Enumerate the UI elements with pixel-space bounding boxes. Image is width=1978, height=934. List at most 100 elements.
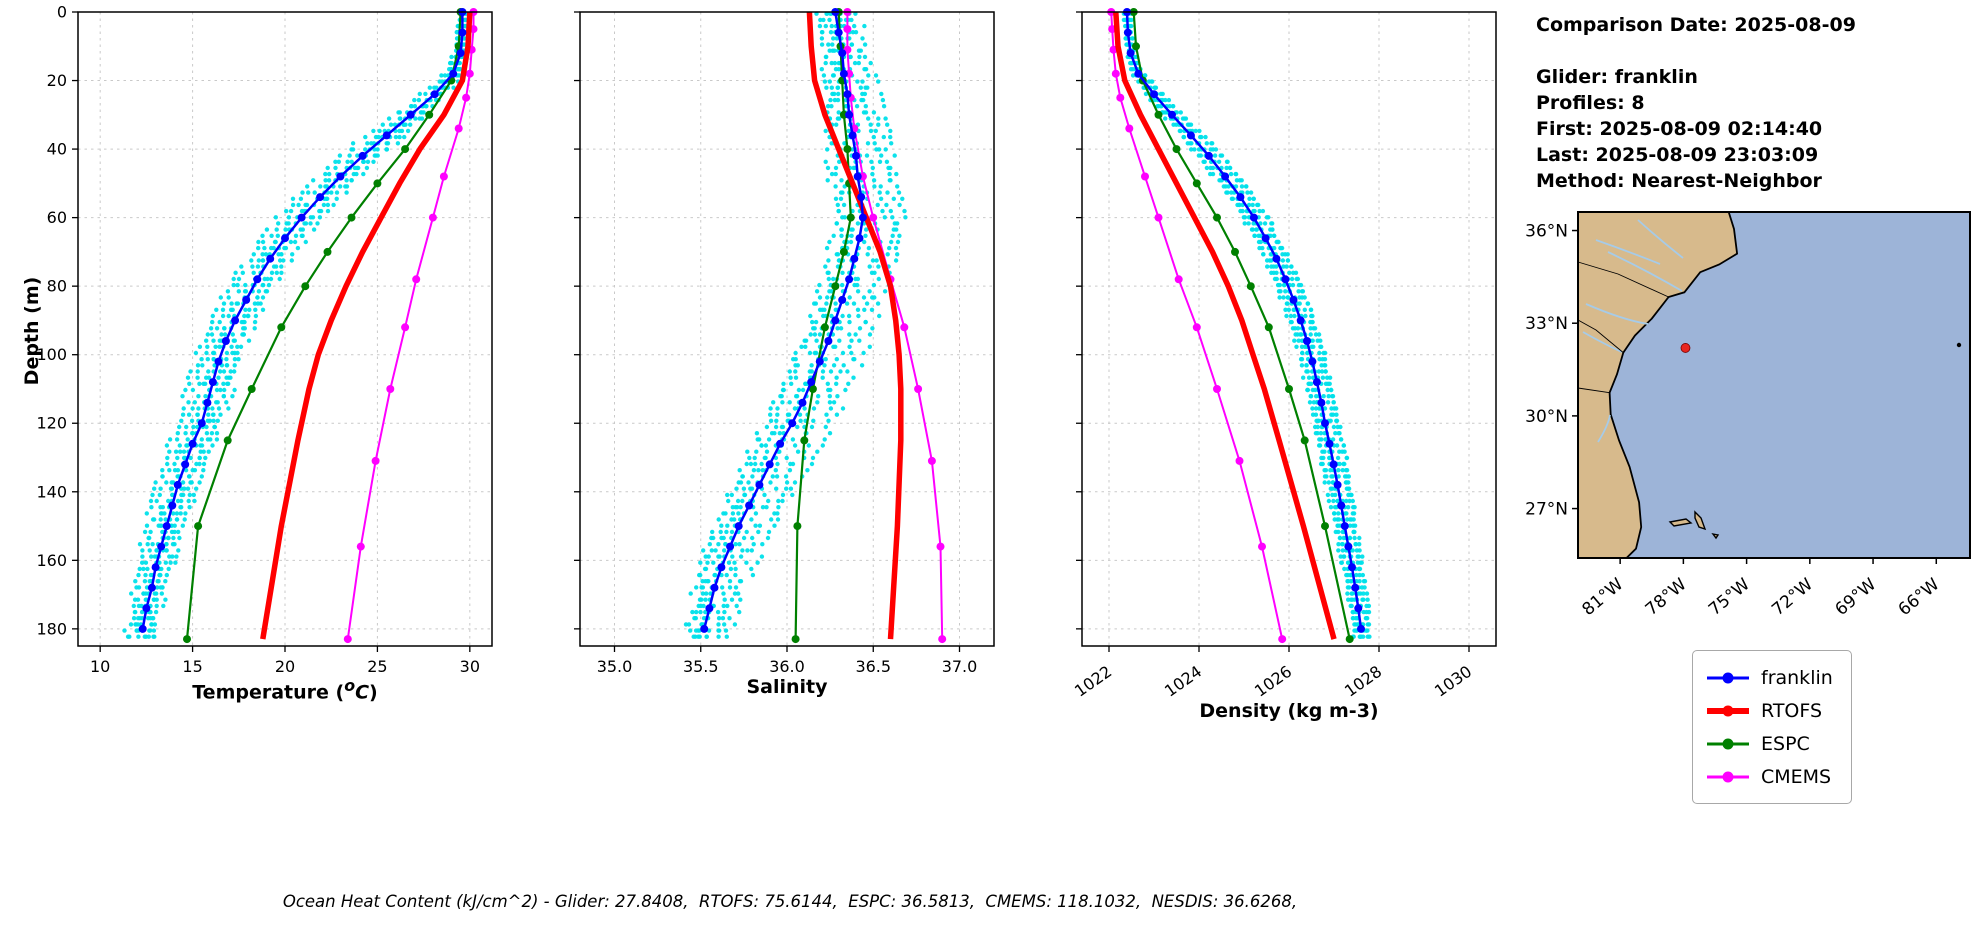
method-text: Method: Nearest-Neighbor bbox=[1536, 170, 1822, 192]
legend-item-ESPC: ESPC bbox=[1707, 727, 1833, 760]
glider-location-marker bbox=[1680, 343, 1691, 353]
svg-text:36.0: 36.0 bbox=[769, 657, 805, 676]
series-line-RTOFS bbox=[1113, 11, 1337, 640]
bahamas-islands bbox=[1668, 510, 1720, 540]
axes-frame bbox=[77, 11, 493, 647]
svg-text:60: 60 bbox=[47, 208, 67, 227]
map-lon-label: 66°W bbox=[1895, 574, 1944, 620]
map-frame bbox=[1577, 211, 1971, 559]
svg-text:35.0: 35.0 bbox=[597, 657, 633, 676]
series-markers-ESPC bbox=[1129, 8, 1354, 644]
legend-label: RTOFS bbox=[1761, 699, 1823, 722]
series-line-ESPC bbox=[1132, 11, 1351, 640]
legend-swatch-RTOFS bbox=[1707, 702, 1749, 720]
density-profile-panel: 1022 1024 1026 1028 1030 bbox=[1071, 8, 1497, 701]
grid bbox=[1082, 11, 1496, 646]
svg-text:180: 180 bbox=[36, 619, 67, 638]
axes-frame bbox=[1081, 11, 1497, 647]
map-lat-label: 33°N bbox=[1525, 314, 1568, 334]
map-land bbox=[1578, 212, 1738, 558]
svg-text:37.0: 37.0 bbox=[942, 657, 978, 676]
map-lon-label: 72°W bbox=[1768, 574, 1817, 620]
legend: franklin RTOFS ESPC CMEMS bbox=[1692, 650, 1852, 804]
bermuda-island bbox=[1956, 342, 1962, 348]
glider-name-text: Glider: franklin bbox=[1536, 66, 1698, 88]
svg-text:36.5: 36.5 bbox=[855, 657, 891, 676]
svg-text:1024: 1024 bbox=[1161, 662, 1205, 701]
map-lat-label: 36°N bbox=[1525, 222, 1568, 242]
legend-swatch-CMEMS bbox=[1707, 768, 1749, 786]
svg-text:100: 100 bbox=[36, 345, 67, 364]
ocean-heat-content-text: Ocean Heat Content (kJ/cm^2) - Glider: 2… bbox=[282, 892, 1298, 911]
svg-text:40: 40 bbox=[47, 140, 67, 159]
map-lat-label: 30°N bbox=[1525, 407, 1568, 427]
last-profile-time-text: Last: 2025-08-09 23:03:09 bbox=[1536, 144, 1819, 166]
legend-swatch-franklin bbox=[1707, 669, 1749, 687]
raw-glider-scatter bbox=[1121, 11, 1372, 639]
svg-text:0: 0 bbox=[57, 3, 67, 22]
svg-text:20: 20 bbox=[275, 657, 295, 676]
svg-text:1030: 1030 bbox=[1431, 662, 1475, 701]
svg-text:80: 80 bbox=[47, 277, 67, 296]
series-line-CMEMS bbox=[1110, 11, 1284, 640]
map-lon-label: 81°W bbox=[1579, 574, 1628, 620]
legend-label: franklin bbox=[1761, 666, 1833, 689]
legend-label: CMEMS bbox=[1761, 765, 1832, 788]
svg-text:20: 20 bbox=[47, 71, 67, 90]
coastline bbox=[1608, 211, 1739, 559]
svg-text:35.5: 35.5 bbox=[683, 657, 719, 676]
map-lon-label: 75°W bbox=[1705, 574, 1754, 620]
svg-text:30: 30 bbox=[460, 657, 480, 676]
info-block: Comparison Date: 2025-08-09 Glider: fran… bbox=[1536, 12, 1856, 194]
depth-tick-labels bbox=[1076, 11, 1082, 630]
map-lat-label: 27°N bbox=[1525, 500, 1568, 520]
x-tick-labels: 35.0 35.5 36.0 36.5 37.0 bbox=[597, 646, 978, 676]
legend-item-CMEMS: CMEMS bbox=[1707, 760, 1833, 793]
series-line-CMEMS bbox=[846, 12, 944, 640]
svg-text:160: 160 bbox=[36, 551, 67, 570]
series-line-ESPC bbox=[185, 11, 462, 640]
x-tick-labels: 10 15 20 25 30 bbox=[90, 646, 480, 676]
map-lon-label: 78°W bbox=[1642, 574, 1691, 620]
temperature-profile-panel: 10 15 20 25 30 0 20 40 60 80 100 120 140 160 180 bbox=[36, 3, 493, 676]
axes-frame bbox=[579, 11, 995, 647]
legend-item-franklin: franklin bbox=[1707, 661, 1833, 694]
profiles-count-text: Profiles: 8 bbox=[1536, 92, 1645, 114]
svg-text:1022: 1022 bbox=[1071, 662, 1115, 701]
svg-text:1026: 1026 bbox=[1251, 662, 1295, 701]
legend-swatch-ESPC bbox=[1707, 735, 1749, 753]
raw-glider-scatter bbox=[683, 11, 908, 639]
series-line-RTOFS bbox=[806, 11, 904, 640]
locator-map: 36°N 33°N 30°N 27°N 81°W 78°W 75°W 72°W 69°W 66°W bbox=[1525, 211, 1971, 620]
series-line-CMEMS bbox=[346, 12, 475, 640]
temperature-axis-label: Temperature (oC) bbox=[192, 676, 378, 704]
first-profile-time-text: First: 2025-08-09 02:14:40 bbox=[1536, 118, 1823, 140]
state-borders bbox=[1577, 261, 1669, 394]
series-markers-franklin bbox=[138, 8, 467, 633]
svg-text:25: 25 bbox=[367, 657, 387, 676]
salinity-profile-panel: 35.0 35.5 36.0 36.5 37.0 bbox=[574, 8, 995, 676]
rivers bbox=[1582, 219, 1684, 443]
grid bbox=[580, 11, 994, 646]
raw-glider-scatter bbox=[122, 11, 470, 639]
svg-text:120: 120 bbox=[36, 414, 67, 433]
svg-text:10: 10 bbox=[90, 657, 110, 676]
x-tick-labels: 1022 1024 1026 1028 1030 bbox=[1071, 646, 1475, 701]
legend-item-RTOFS: RTOFS bbox=[1707, 694, 1833, 727]
depth-tick-labels: 0 20 40 60 80 100 120 140 160 180 bbox=[36, 3, 78, 638]
grid bbox=[78, 11, 492, 646]
comparison-date-text: Comparison Date: 2025-08-09 bbox=[1536, 14, 1856, 36]
series-markers-CMEMS bbox=[343, 8, 478, 644]
series-markers-franklin bbox=[1123, 8, 1365, 633]
salinity-axis-label: Salinity bbox=[746, 676, 828, 698]
map-lon-label: 69°W bbox=[1831, 574, 1880, 620]
series-line-RTOFS bbox=[260, 11, 473, 640]
density-axis-label: Density (kg m-3) bbox=[1199, 700, 1379, 722]
depth-axis-label: Depth (m) bbox=[21, 276, 43, 386]
series-line-ESPC bbox=[794, 11, 852, 640]
legend-label: ESPC bbox=[1761, 732, 1810, 755]
depth-tick-labels bbox=[574, 11, 580, 630]
svg-text:140: 140 bbox=[36, 482, 67, 501]
svg-text:15: 15 bbox=[182, 657, 202, 676]
